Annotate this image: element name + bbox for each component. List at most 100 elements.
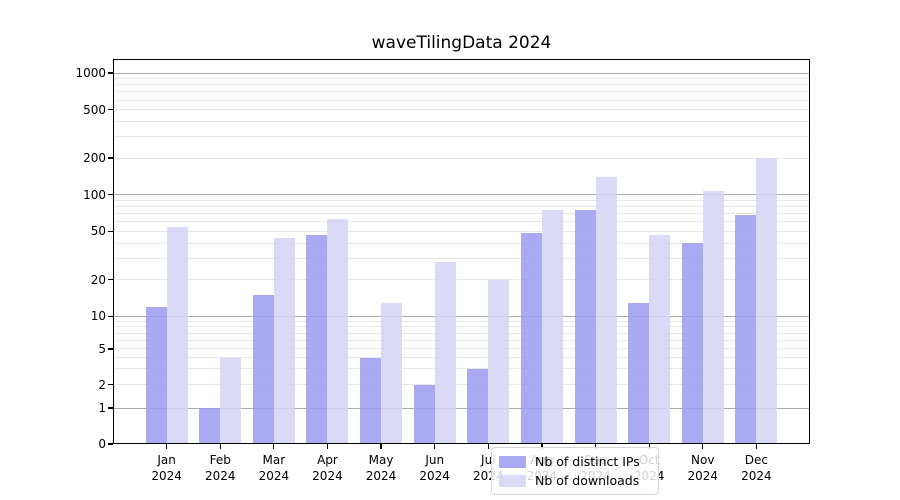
legend-item: Nb of downloads — [499, 473, 658, 488]
legend-swatch-downloads — [499, 474, 526, 487]
x-tick-month: Apr — [317, 453, 338, 467]
minor-gridline — [113, 91, 810, 93]
bar-jul-distinct-ips — [467, 368, 489, 444]
legend-item: Nb of distinct IPs — [499, 454, 658, 469]
bar-aug-downloads — [541, 209, 563, 444]
bar-sep-downloads — [595, 176, 617, 444]
y-tick-mark — [108, 279, 113, 281]
chart-title: waveTilingData 2024 — [371, 33, 552, 53]
y-tick-label: 50 — [90, 224, 106, 239]
minor-gridline — [113, 136, 810, 138]
x-tick-mark — [380, 444, 382, 449]
y-tick-mark — [108, 443, 113, 445]
bar-may-distinct-ips — [360, 357, 382, 444]
x-tick-label: Jun 2024 — [403, 452, 467, 484]
x-tick-month: Mar — [262, 453, 286, 467]
x-tick-mark — [273, 444, 275, 449]
minor-gridline — [113, 230, 810, 232]
minor-gridline — [113, 357, 810, 359]
bar-sep-distinct-ips — [574, 209, 596, 444]
minor-gridline — [113, 213, 810, 215]
y-tick-label: 200 — [83, 151, 106, 166]
bar-jun-downloads — [434, 261, 456, 444]
bar-may-downloads — [381, 302, 403, 444]
minor-gridline — [113, 279, 810, 281]
y-tick-label: 100 — [83, 187, 106, 202]
minor-gridline — [113, 99, 810, 101]
x-tick-label: Dec 2024 — [724, 452, 788, 484]
y-tick-mark — [108, 72, 113, 74]
y-tick-mark — [108, 407, 113, 409]
x-tick-mark — [326, 444, 329, 449]
minor-gridline — [113, 326, 810, 328]
bar-apr-distinct-ips — [306, 234, 328, 444]
y-tick-mark — [108, 348, 113, 350]
x-tick-mark — [755, 444, 758, 449]
x-tick-year: 2024 — [312, 469, 343, 484]
x-tick-mark — [648, 444, 650, 449]
bar-nov-downloads — [702, 191, 724, 444]
y-tick-mark — [108, 230, 113, 232]
bar-oct-distinct-ips — [628, 302, 650, 444]
x-tick-label: Apr 2024 — [295, 452, 359, 484]
y-tick-label: 1000 — [75, 66, 106, 80]
y-tick-label: 1 — [98, 401, 106, 415]
legend-label: Nb of downloads — [535, 473, 640, 488]
major-gridline — [113, 194, 810, 196]
minor-gridline — [113, 242, 810, 244]
y-tick-mark — [108, 315, 113, 318]
x-tick-month: Jun — [425, 453, 445, 467]
y-tick-label: 10 — [90, 309, 106, 324]
plot-area: Nb of distinct IPs Nb of downloads — [113, 59, 810, 495]
minor-gridline — [113, 199, 810, 201]
bar-dec-downloads — [756, 158, 778, 444]
x-tick-label: Nov 2024 — [671, 452, 735, 484]
y-tick-mark — [108, 384, 113, 386]
x-tick-month: Feb — [209, 453, 231, 467]
x-tick-mark — [434, 444, 436, 449]
x-tick-mark — [165, 444, 168, 449]
bar-mar-distinct-ips — [252, 294, 274, 444]
x-tick-mark — [702, 444, 704, 449]
minor-gridline — [113, 348, 810, 350]
bar-nov-distinct-ips — [681, 243, 703, 444]
legend-label: Nb of distinct IPs — [535, 454, 640, 469]
y-tick-mark — [108, 157, 113, 159]
bar-jan-distinct-ips — [145, 306, 167, 444]
minor-gridline — [113, 78, 810, 80]
x-tick-year: 2024 — [741, 469, 772, 484]
bar-aug-distinct-ips — [520, 233, 542, 444]
legend-swatch-distinct-ips — [499, 455, 526, 468]
x-tick-month: May — [368, 453, 394, 467]
bar-apr-downloads — [327, 219, 349, 444]
major-gridline — [113, 407, 810, 409]
x-tick-mark — [541, 444, 543, 449]
bar-feb-distinct-ips — [199, 408, 221, 444]
x-tick-year: 2024 — [204, 469, 236, 484]
major-gridline — [113, 315, 810, 317]
y-tick-mark — [108, 109, 113, 111]
bar-dec-distinct-ips — [735, 215, 757, 444]
x-tick-year: 2024 — [258, 469, 290, 484]
x-tick-label: Jan 2024 — [135, 452, 199, 484]
bar-jul-downloads — [488, 279, 510, 444]
x-tick-year: 2024 — [687, 469, 719, 484]
minor-gridline — [113, 384, 810, 386]
bar-feb-downloads — [220, 357, 242, 444]
minor-gridline — [113, 339, 810, 341]
bar-jun-distinct-ips — [413, 384, 435, 444]
y-tick-label: 500 — [83, 102, 106, 117]
x-tick-month: Jan — [157, 453, 176, 467]
x-tick-mark — [487, 444, 489, 449]
minor-gridline — [113, 157, 810, 159]
minor-gridline — [113, 221, 810, 223]
x-tick-label: May 2024 — [349, 452, 413, 484]
y-tick-label: 2 — [98, 377, 106, 392]
minor-gridline — [113, 332, 810, 334]
bar-mar-downloads — [273, 238, 295, 444]
minor-gridline — [113, 320, 810, 322]
x-tick-year: 2024 — [151, 469, 182, 484]
y-tick-label: 5 — [98, 341, 106, 356]
major-gridline — [113, 72, 810, 74]
minor-gridline — [113, 368, 810, 370]
